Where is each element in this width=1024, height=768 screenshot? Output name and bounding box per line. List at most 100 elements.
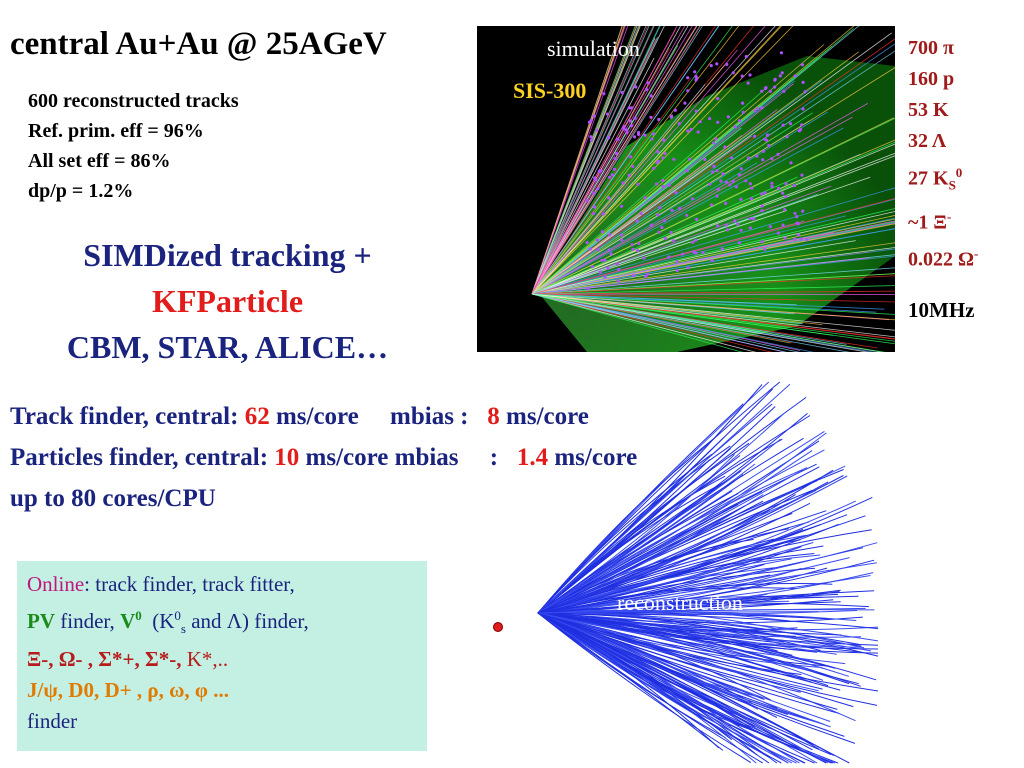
reconstructed-track bbox=[537, 381, 781, 614]
simulated-track bbox=[531, 293, 886, 352]
detector-hit bbox=[616, 137, 620, 141]
simulated-track bbox=[531, 26, 686, 295]
stat-line: dp/p = 1.2% bbox=[28, 180, 134, 202]
simulated-track bbox=[531, 39, 656, 295]
reconstructed-track bbox=[537, 510, 827, 614]
detector-hit bbox=[694, 238, 698, 242]
simulated-track bbox=[531, 293, 895, 315]
detector-hit bbox=[681, 252, 685, 256]
stat-line: Ref. prim. eff = 96% bbox=[28, 120, 204, 142]
detector-hit bbox=[636, 182, 640, 186]
reconstructed-track bbox=[537, 403, 744, 614]
reconstructed-track bbox=[537, 612, 827, 667]
reconstructed-track bbox=[537, 528, 789, 614]
detector-hit bbox=[596, 187, 600, 191]
detector-hit bbox=[598, 270, 602, 274]
simulated-track bbox=[531, 26, 639, 295]
reconstruction-label: reconstruction bbox=[617, 590, 743, 615]
reconstructed-track bbox=[537, 455, 741, 614]
detector-hit bbox=[749, 197, 753, 201]
detector-hit bbox=[782, 89, 786, 93]
simulated-track bbox=[531, 293, 795, 315]
simulated-track bbox=[531, 152, 895, 295]
detector-hit bbox=[781, 123, 785, 127]
detector-hit bbox=[712, 141, 716, 145]
detector-hit bbox=[656, 213, 660, 217]
detector-hit bbox=[602, 212, 606, 216]
detector-hit bbox=[773, 85, 777, 89]
detector-hit bbox=[592, 191, 596, 195]
detector-hit bbox=[716, 97, 720, 101]
detector-hit bbox=[649, 115, 653, 119]
reconstructed-track bbox=[537, 438, 781, 614]
detector-hit bbox=[724, 180, 729, 184]
detector-hit bbox=[712, 164, 716, 168]
simulated-track bbox=[531, 208, 895, 295]
simulated-track bbox=[531, 26, 647, 295]
detector-hit bbox=[599, 169, 603, 173]
simulated-track bbox=[531, 293, 895, 345]
detector-hit bbox=[639, 212, 643, 216]
simulated-track bbox=[531, 84, 706, 295]
detector-hit bbox=[737, 173, 742, 177]
detector-hit bbox=[631, 247, 635, 251]
reconstructed-track bbox=[537, 475, 848, 614]
detector-hit bbox=[776, 152, 780, 156]
detector-hit bbox=[649, 223, 654, 227]
simulated-track bbox=[531, 26, 698, 295]
detector-hit bbox=[694, 251, 698, 255]
detector-hit bbox=[686, 76, 690, 80]
detector-hit bbox=[788, 122, 793, 126]
simulated-track bbox=[531, 293, 870, 352]
detector-hit bbox=[793, 74, 797, 78]
detector-hit bbox=[744, 54, 748, 59]
detector-hit bbox=[622, 127, 626, 131]
simulated-track bbox=[531, 143, 895, 295]
simulated-track bbox=[531, 32, 892, 295]
detector-hit bbox=[686, 89, 690, 93]
detector-hit bbox=[615, 262, 619, 266]
simulated-track bbox=[531, 293, 823, 325]
reconstructed-track bbox=[537, 432, 827, 614]
online-line-2: PV finder, V0 (K0s and Λ) finder, bbox=[27, 608, 309, 637]
simulated-track bbox=[531, 176, 798, 295]
detector-hit bbox=[753, 134, 757, 138]
detector-hit bbox=[585, 240, 589, 245]
primary-vertex-dot bbox=[493, 622, 503, 632]
detector-hit bbox=[761, 158, 765, 162]
detector-hit bbox=[671, 239, 675, 243]
detector-hit bbox=[770, 181, 774, 185]
simulated-track bbox=[531, 293, 800, 352]
simulated-track bbox=[531, 26, 702, 295]
detector-hit bbox=[606, 266, 610, 270]
reconstructed-track bbox=[537, 480, 727, 614]
detector-hit bbox=[768, 89, 772, 93]
detector-hit bbox=[695, 217, 699, 221]
detector-hit bbox=[678, 206, 682, 210]
simulated-track bbox=[531, 112, 813, 295]
detector-hit bbox=[600, 258, 604, 263]
detector-hit bbox=[670, 114, 674, 118]
simulated-track bbox=[531, 293, 773, 352]
particle-lambda: 32 Λ bbox=[908, 130, 947, 152]
reconstructed-track bbox=[537, 612, 838, 710]
detector-hit bbox=[725, 62, 729, 66]
simulated-track bbox=[531, 26, 636, 295]
detector-hit bbox=[719, 179, 723, 183]
detector-hit bbox=[711, 170, 715, 174]
detector-hit bbox=[748, 226, 752, 230]
detector-hit bbox=[607, 248, 611, 252]
detector-hit bbox=[763, 137, 767, 141]
reconstructed-track bbox=[537, 567, 816, 614]
detector-hit bbox=[691, 240, 695, 244]
detector-hit bbox=[737, 241, 741, 245]
detector-hit bbox=[760, 204, 764, 208]
simulated-track bbox=[531, 293, 895, 295]
detector-hit bbox=[672, 157, 676, 161]
reconstructed-track bbox=[537, 612, 752, 764]
detector-hit bbox=[627, 173, 631, 177]
simd-line-3: CBM, STAR, ALICE… bbox=[66, 329, 389, 365]
detector-hit bbox=[589, 135, 593, 139]
detector-hit bbox=[724, 201, 728, 205]
simulated-track bbox=[531, 117, 894, 295]
